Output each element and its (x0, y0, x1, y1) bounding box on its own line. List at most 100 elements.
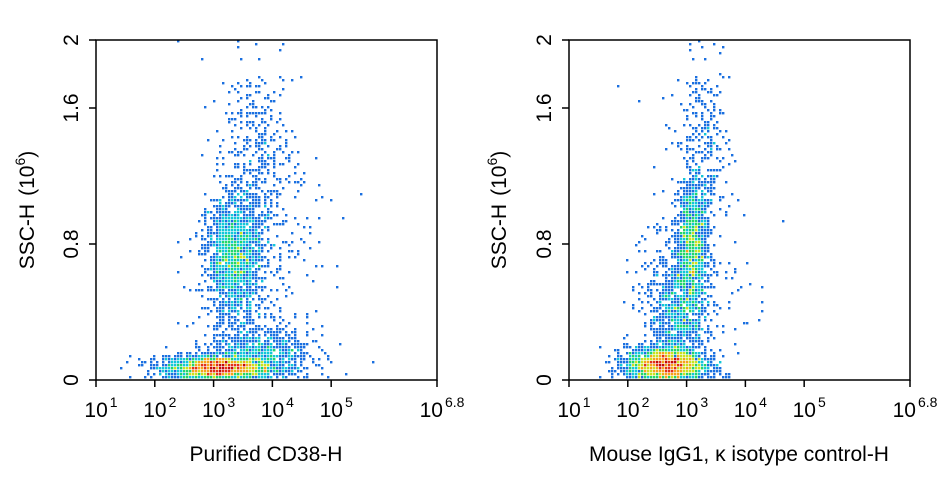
density-dot (213, 217, 216, 220)
density-dot (210, 268, 213, 271)
density-dot (234, 355, 237, 358)
density-dot (674, 310, 677, 313)
density-dot (240, 244, 243, 247)
density-dot (246, 367, 249, 370)
density-dot (662, 346, 665, 349)
density-dot (231, 283, 234, 286)
density-dot (201, 247, 204, 250)
density-dot (267, 106, 270, 109)
density-dot (273, 349, 276, 352)
density-dot (698, 283, 701, 286)
density-dot (306, 316, 309, 319)
density-dot (662, 361, 665, 364)
density-dot (707, 304, 710, 307)
density-dot (315, 157, 318, 160)
density-dot (695, 82, 698, 85)
density-dot (707, 376, 710, 379)
density-dot (297, 163, 300, 166)
density-dot (680, 340, 683, 343)
density-dot (698, 178, 701, 181)
density-dot (186, 370, 189, 373)
density-dot (261, 349, 264, 352)
density-dot (255, 283, 258, 286)
density-dot (234, 283, 237, 286)
density-dot (279, 316, 282, 319)
density-dot (249, 169, 252, 172)
density-dot (240, 331, 243, 334)
density-dot (321, 373, 324, 376)
density-dot (653, 319, 656, 322)
density-dot (617, 85, 620, 88)
density-dot (249, 370, 252, 373)
density-dot (258, 178, 261, 181)
density-dot (291, 355, 294, 358)
density-dot (228, 205, 231, 208)
density-dot (692, 289, 695, 292)
density-dot (665, 337, 668, 340)
density-dot (189, 238, 192, 241)
density-dot (264, 307, 267, 310)
density-dot (222, 283, 225, 286)
density-dot (261, 376, 264, 379)
density-dot (240, 349, 243, 352)
density-dot (195, 346, 198, 349)
density-dot (222, 187, 225, 190)
density-dot (150, 361, 153, 364)
density-dot (249, 268, 252, 271)
density-dot (228, 334, 231, 337)
density-dot (162, 355, 165, 358)
density-dot (653, 271, 656, 274)
density-dot (141, 361, 144, 364)
density-dot (273, 331, 276, 334)
density-dot (249, 310, 252, 313)
density-dot (264, 343, 267, 346)
density-dot (650, 289, 653, 292)
density-dot (228, 262, 231, 265)
density-dot (285, 241, 288, 244)
density-dot (234, 196, 237, 199)
density-dot (659, 307, 662, 310)
density-dot (273, 151, 276, 154)
density-dot (680, 319, 683, 322)
density-dot (258, 157, 261, 160)
density-dot (701, 193, 704, 196)
density-dot (731, 292, 734, 295)
density-dot (243, 169, 246, 172)
density-dot (710, 175, 713, 178)
density-dot (650, 283, 653, 286)
density-dot (722, 196, 725, 199)
density-dot (680, 346, 683, 349)
density-dot (671, 337, 674, 340)
density-dot (246, 253, 249, 256)
density-dot (695, 361, 698, 364)
density-dot (237, 337, 240, 340)
density-dot (234, 373, 237, 376)
density-dot (707, 175, 710, 178)
density-dot (258, 364, 261, 367)
density-dot (222, 250, 225, 253)
density-dot (695, 265, 698, 268)
density-dot (695, 163, 698, 166)
density-dot (246, 241, 249, 244)
density-dot (632, 376, 635, 379)
density-dot (695, 193, 698, 196)
density-dot (698, 100, 701, 103)
density-dot (246, 319, 249, 322)
density-dot (707, 295, 710, 298)
density-dot (276, 202, 279, 205)
density-dot (707, 244, 710, 247)
density-dot (288, 355, 291, 358)
density-dot (716, 367, 719, 370)
density-dot (710, 145, 713, 148)
density-dot (686, 277, 689, 280)
density-dot (246, 355, 249, 358)
density-dot (698, 373, 701, 376)
density-dot (255, 223, 258, 226)
density-dot (665, 331, 668, 334)
density-dot (237, 295, 240, 298)
density-dot (695, 205, 698, 208)
density-dot (222, 256, 225, 259)
density-dot (183, 361, 186, 364)
x-tick-base: 10 (793, 399, 816, 422)
density-dot (189, 250, 192, 253)
